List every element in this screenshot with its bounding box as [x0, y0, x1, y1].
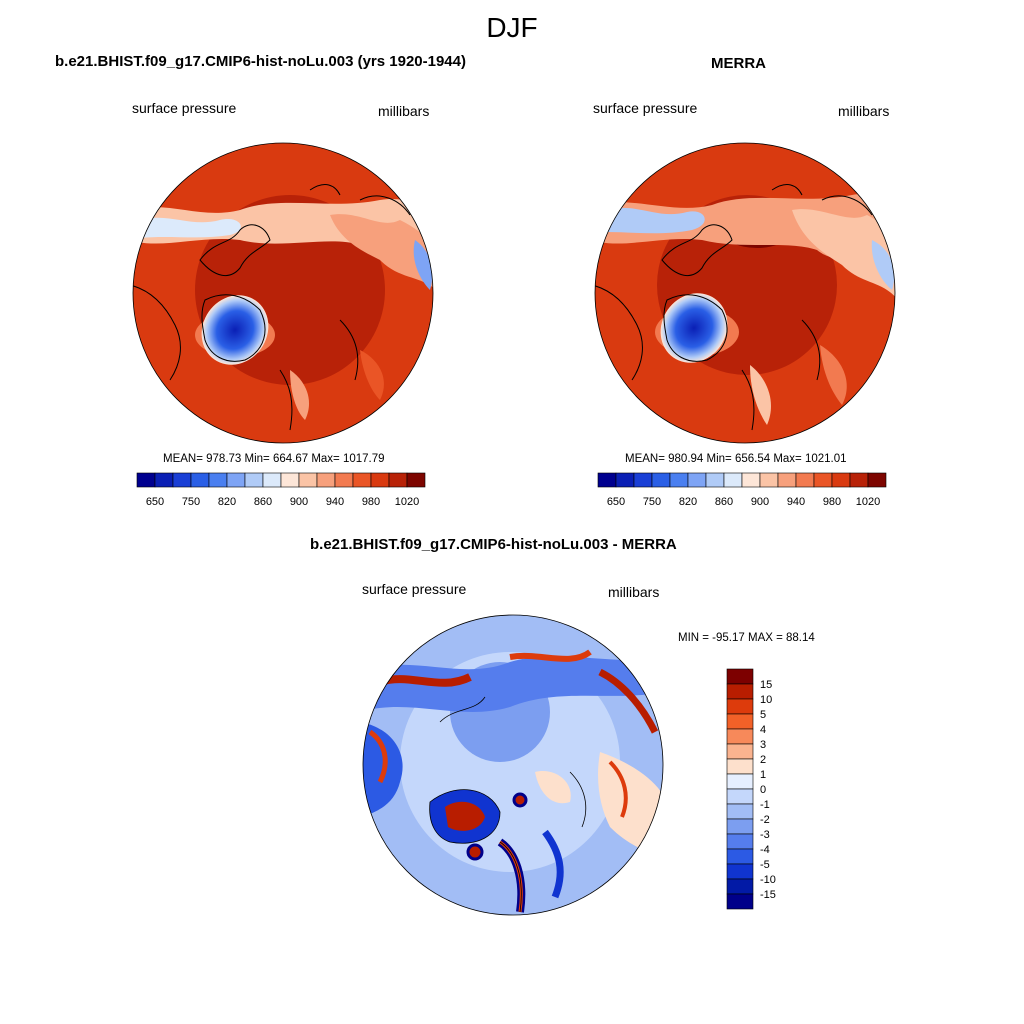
diff-colorbar-label: -4	[760, 844, 770, 856]
diff-colorbar-box	[726, 788, 754, 805]
obs-colorbar-box	[849, 472, 869, 488]
diff-colorbar-label: -15	[760, 889, 776, 901]
diff-colorbar-box	[726, 758, 754, 775]
diff-colorbar-box	[726, 728, 754, 745]
diff-colorbar-label: -2	[760, 814, 770, 826]
model-colorbar-box	[136, 472, 156, 488]
model-colorbar: 650 750 820 860 900 940 980 1020	[136, 472, 426, 508]
model-colorbar-box	[172, 472, 192, 488]
model-stats: MEAN= 978.73 Min= 664.67 Max= 1017.79	[163, 453, 385, 465]
model-colorbar-box	[388, 472, 408, 488]
obs-colorbar-label: 860	[715, 496, 733, 508]
model-colorbar-box	[352, 472, 372, 488]
obs-colorbar-box	[615, 472, 635, 488]
diff-colorbar-label: 4	[760, 724, 766, 736]
diff-colorbar-label: -3	[760, 829, 770, 841]
diff-colorbar-box	[726, 668, 754, 685]
diff-colorbar-box	[726, 713, 754, 730]
obs-colorbar-label: 820	[679, 496, 697, 508]
model-colorbar-box	[370, 472, 390, 488]
model-colorbar-label: 860	[254, 496, 272, 508]
diff-colorbar-box	[726, 698, 754, 715]
model-colorbar-box	[316, 472, 336, 488]
model-variable-label: surface pressure	[132, 100, 237, 116]
diff-stats: MIN = -95.17 MAX = 88.14	[678, 632, 815, 644]
diff-colorbar-label: 2	[760, 754, 766, 766]
diff-colorbar-label: -10	[760, 874, 776, 886]
obs-colorbar-label: 900	[751, 496, 769, 508]
diff-colorbar-label: -5	[760, 859, 770, 871]
obs-colorbar: 650 750 820 860 900 940 980 1020	[597, 472, 887, 508]
obs-colorbar-label: 940	[787, 496, 805, 508]
diff-colorbar-label: 3	[760, 739, 766, 751]
model-colorbar-box	[262, 472, 282, 488]
obs-panel-title: MERRA	[711, 55, 766, 72]
obs-colorbar-box	[777, 472, 797, 488]
diff-colorbar-box	[726, 743, 754, 760]
diff-polar-map	[362, 614, 664, 916]
obs-colorbar-label: 750	[643, 496, 661, 508]
diff-colorbar-label: 0	[760, 784, 766, 796]
obs-colorbar-box	[795, 472, 815, 488]
model-colorbar-label: 650	[146, 496, 164, 508]
model-colorbar-box	[208, 472, 228, 488]
model-colorbar-label: 940	[326, 496, 344, 508]
diff-colorbar-label: 5	[760, 709, 766, 721]
obs-colorbar-box	[867, 472, 887, 488]
diff-colorbar-box	[726, 773, 754, 790]
obs-colorbar-box	[759, 472, 779, 488]
model-colorbar-label: 900	[290, 496, 308, 508]
obs-polar-map	[594, 142, 896, 444]
obs-units-label: millibars	[838, 103, 890, 119]
obs-variable-label: surface pressure	[593, 100, 698, 116]
model-colorbar-box	[334, 472, 354, 488]
obs-colorbar-box	[687, 472, 707, 488]
obs-colorbar-box	[651, 472, 671, 488]
diff-panel-title: b.e21.BHIST.f09_g17.CMIP6-hist-noLu.003 …	[310, 536, 677, 553]
model-colorbar-label: 1020	[395, 496, 419, 508]
obs-colorbar-label: 980	[823, 496, 841, 508]
obs-colorbar-box	[705, 472, 725, 488]
diff-colorbar-box	[726, 878, 754, 895]
obs-colorbar-box	[741, 472, 761, 488]
diff-colorbar-box	[726, 818, 754, 835]
diff-colorbar-box	[726, 848, 754, 865]
obs-colorbar-box	[669, 472, 689, 488]
diff-colorbar-box	[726, 893, 754, 910]
diff-units-label: millibars	[608, 584, 660, 600]
obs-colorbar-box	[633, 472, 653, 488]
obs-colorbar-label: 1020	[856, 496, 880, 508]
obs-stats: MEAN= 980.94 Min= 656.54 Max= 1021.01	[625, 453, 847, 465]
model-colorbar-label: 750	[182, 496, 200, 508]
model-colorbar-box	[298, 472, 318, 488]
model-colorbar-box	[226, 472, 246, 488]
obs-colorbar-box	[597, 472, 617, 488]
model-panel-title: b.e21.BHIST.f09_g17.CMIP6-hist-noLu.003 …	[55, 53, 466, 70]
diff-colorbar-label: 1	[760, 769, 766, 781]
diff-colorbar-box	[726, 803, 754, 820]
diff-colorbar-box	[726, 683, 754, 700]
model-colorbar-box	[406, 472, 426, 488]
model-colorbar-box	[190, 472, 210, 488]
page-title: DJF	[486, 12, 538, 43]
diff-colorbar-label: 10	[760, 694, 772, 706]
obs-colorbar-label: 650	[607, 496, 625, 508]
obs-colorbar-box	[723, 472, 743, 488]
obs-colorbar-box	[813, 472, 833, 488]
model-units-label: millibars	[378, 103, 430, 119]
obs-colorbar-box	[831, 472, 851, 488]
diff-colorbar-box	[726, 863, 754, 880]
model-polar-map	[132, 142, 434, 444]
diff-variable-label: surface pressure	[362, 581, 467, 597]
model-colorbar-label: 820	[218, 496, 236, 508]
diff-colorbar-label: -1	[760, 799, 770, 811]
diff-colorbar-box	[726, 833, 754, 850]
model-colorbar-label: 980	[362, 496, 380, 508]
diff-colorbar-label: 15	[760, 679, 772, 691]
model-colorbar-box	[280, 472, 300, 488]
model-colorbar-box	[154, 472, 174, 488]
model-colorbar-box	[244, 472, 264, 488]
